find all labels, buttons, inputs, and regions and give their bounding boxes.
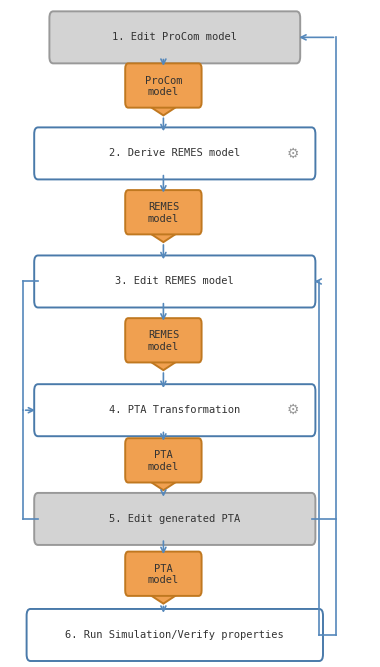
FancyBboxPatch shape bbox=[125, 63, 201, 107]
Polygon shape bbox=[135, 97, 192, 115]
FancyBboxPatch shape bbox=[125, 552, 201, 596]
Text: REMES
model: REMES model bbox=[148, 330, 179, 352]
Text: 2. Derive REMES model: 2. Derive REMES model bbox=[109, 149, 241, 158]
Text: 1. Edit ProCom model: 1. Edit ProCom model bbox=[112, 33, 237, 42]
FancyBboxPatch shape bbox=[27, 609, 323, 661]
Text: ⚙: ⚙ bbox=[287, 147, 299, 160]
Text: 4. PTA Transformation: 4. PTA Transformation bbox=[109, 406, 241, 415]
Text: 6. Run Simulation/Verify properties: 6. Run Simulation/Verify properties bbox=[65, 630, 284, 640]
Text: PTA
model: PTA model bbox=[148, 564, 179, 586]
FancyBboxPatch shape bbox=[49, 11, 300, 63]
Text: PTA
model: PTA model bbox=[148, 450, 179, 472]
FancyBboxPatch shape bbox=[34, 255, 315, 307]
Polygon shape bbox=[135, 472, 192, 490]
Polygon shape bbox=[135, 585, 192, 604]
FancyBboxPatch shape bbox=[125, 318, 201, 362]
FancyBboxPatch shape bbox=[125, 190, 201, 234]
Polygon shape bbox=[135, 352, 192, 370]
Polygon shape bbox=[135, 223, 192, 242]
FancyBboxPatch shape bbox=[125, 438, 201, 482]
FancyBboxPatch shape bbox=[34, 493, 315, 545]
Text: ProCom
model: ProCom model bbox=[145, 75, 182, 97]
Text: REMES
model: REMES model bbox=[148, 202, 179, 224]
Text: 5. Edit generated PTA: 5. Edit generated PTA bbox=[109, 514, 241, 524]
FancyBboxPatch shape bbox=[34, 384, 315, 436]
Text: ⚙: ⚙ bbox=[287, 404, 299, 417]
Text: 3. Edit REMES model: 3. Edit REMES model bbox=[116, 277, 234, 286]
FancyBboxPatch shape bbox=[34, 127, 315, 179]
